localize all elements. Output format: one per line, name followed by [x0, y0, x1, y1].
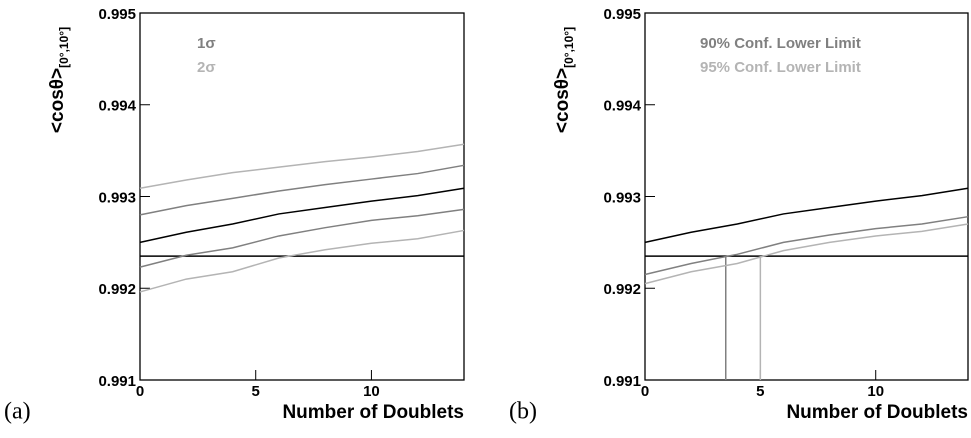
x-axis-label: Number of Doublets: [786, 402, 968, 423]
y-axis-label: <cosθ>[0°,10°]: [552, 27, 576, 133]
legend-entry: 1σ: [197, 35, 216, 52]
x-axis-label: Number of Doublets: [282, 402, 464, 423]
band-upper-line: [139, 143, 465, 189]
y-tick-label: 0.994: [603, 98, 641, 115]
x-tick-label: 5: [756, 383, 764, 400]
x-tick-label: 10: [363, 383, 380, 400]
y-tick-label: 0.993: [603, 189, 641, 206]
y-axis-label-main: <cosθ>: [552, 68, 573, 133]
y-axis-label-sub: [0°,10°]: [562, 27, 576, 68]
y-tick-label: 0.994: [98, 98, 136, 115]
series-line: [139, 187, 465, 244]
x-tick-label: 5: [252, 383, 260, 400]
y-tick-label: 0.991: [603, 373, 641, 390]
y-tick-label: 0.993: [98, 189, 136, 206]
y-tick-label: 0.992: [98, 281, 136, 298]
y-tick-label: 0.991: [98, 373, 136, 390]
x-tick-label: 0: [641, 383, 649, 400]
series-line: [644, 223, 969, 285]
y-axis-label: <cosθ>[0°,10°]: [47, 27, 71, 133]
legend-entry: 95% Conf. Lower Limit: [700, 59, 861, 76]
x-tick-label: 0: [136, 383, 144, 400]
series-line: [644, 215, 969, 276]
band-upper-line: [139, 164, 465, 216]
y-axis-label-main: <cosθ>: [47, 68, 68, 133]
legend-entry: 2σ: [197, 59, 216, 76]
band-lower-line: [139, 208, 465, 268]
series-line: [644, 187, 969, 244]
y-tick-label: 0.995: [603, 6, 641, 23]
y-tick-label: 0.992: [603, 281, 641, 298]
y-axis-label-sub: [0°,10°]: [57, 27, 71, 68]
x-tick-label: 10: [867, 383, 884, 400]
panel-label: (b): [509, 399, 537, 425]
band-lower-line: [139, 229, 465, 293]
panel-label: (a): [4, 399, 31, 425]
legend-entry: 90% Conf. Lower Limit: [700, 35, 861, 52]
y-tick-label: 0.995: [98, 6, 136, 23]
